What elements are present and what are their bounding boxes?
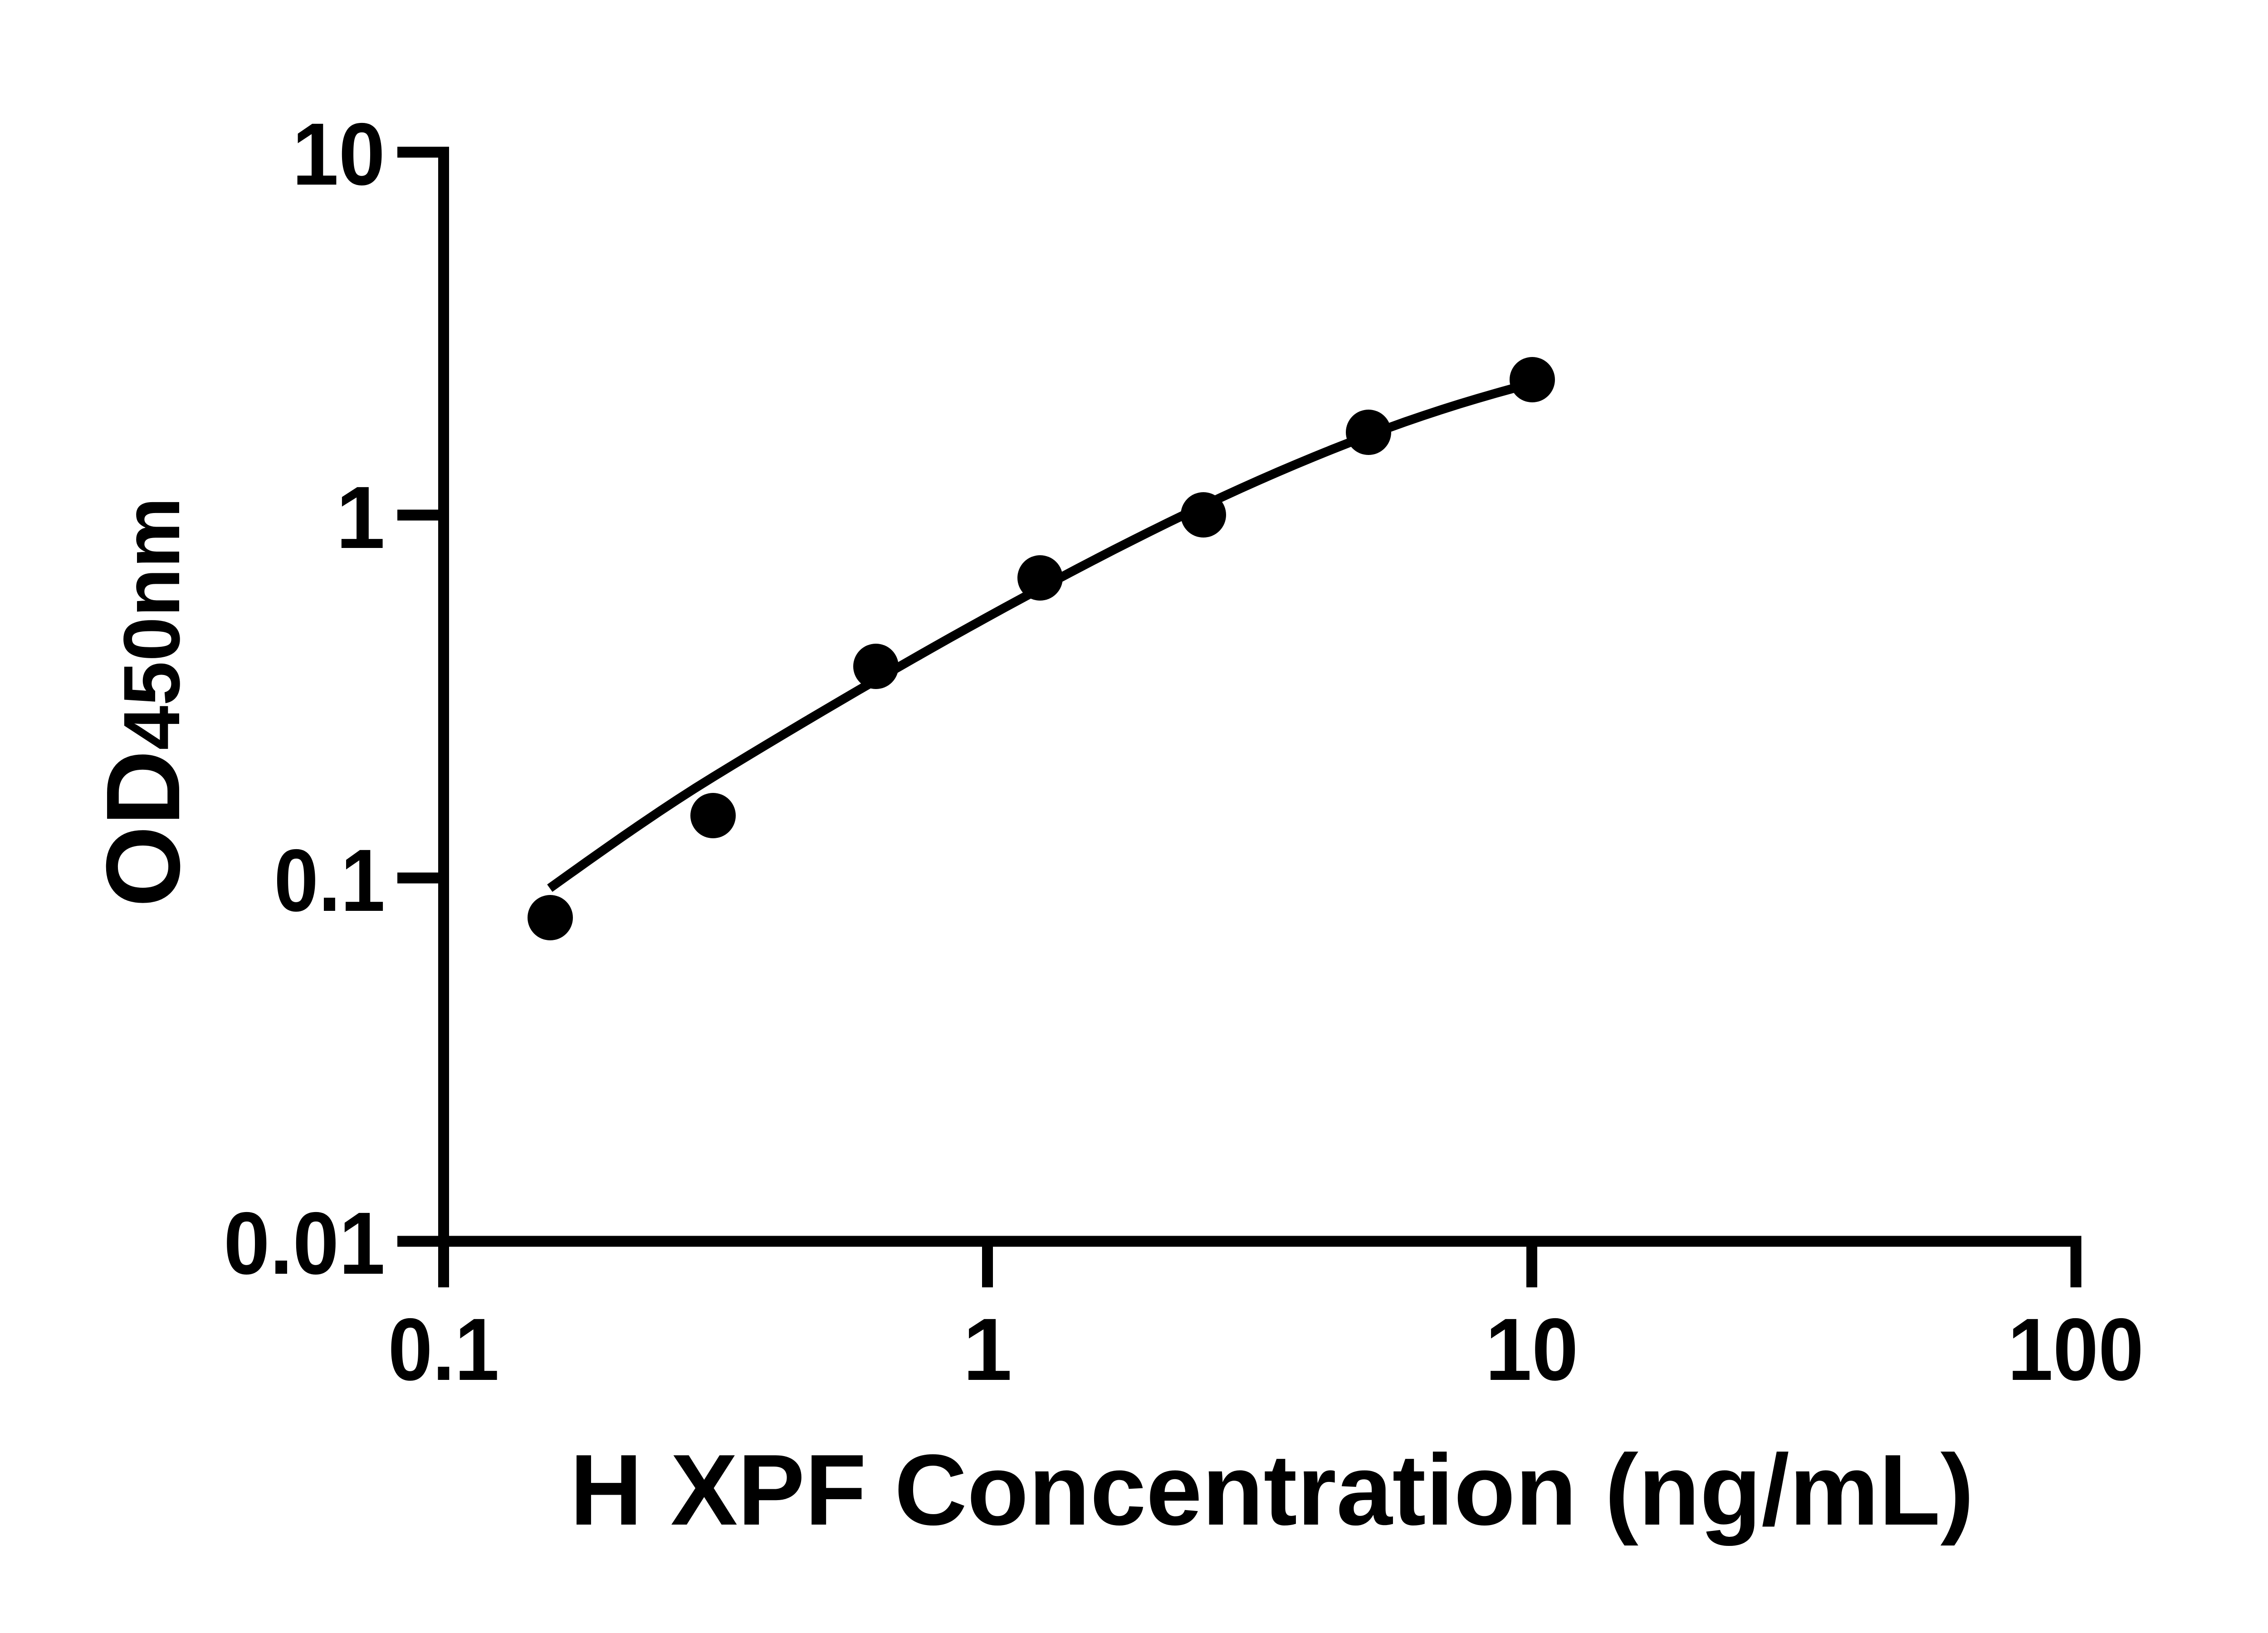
svg-text:0.1: 0.1 — [274, 831, 385, 930]
svg-text:0.1: 0.1 — [388, 1300, 499, 1399]
svg-text:100: 100 — [2008, 1300, 2144, 1399]
svg-text:0.01: 0.01 — [224, 1194, 385, 1293]
svg-text:10: 10 — [292, 105, 385, 204]
svg-text:1: 1 — [336, 468, 385, 567]
svg-text:1: 1 — [963, 1300, 1012, 1399]
svg-text:10: 10 — [1486, 1300, 1579, 1399]
svg-text:OD450nm: OD450nm — [84, 497, 201, 907]
svg-text:H XPF Concentration (ng/mL): H XPF Concentration (ng/mL) — [570, 1434, 1974, 1546]
